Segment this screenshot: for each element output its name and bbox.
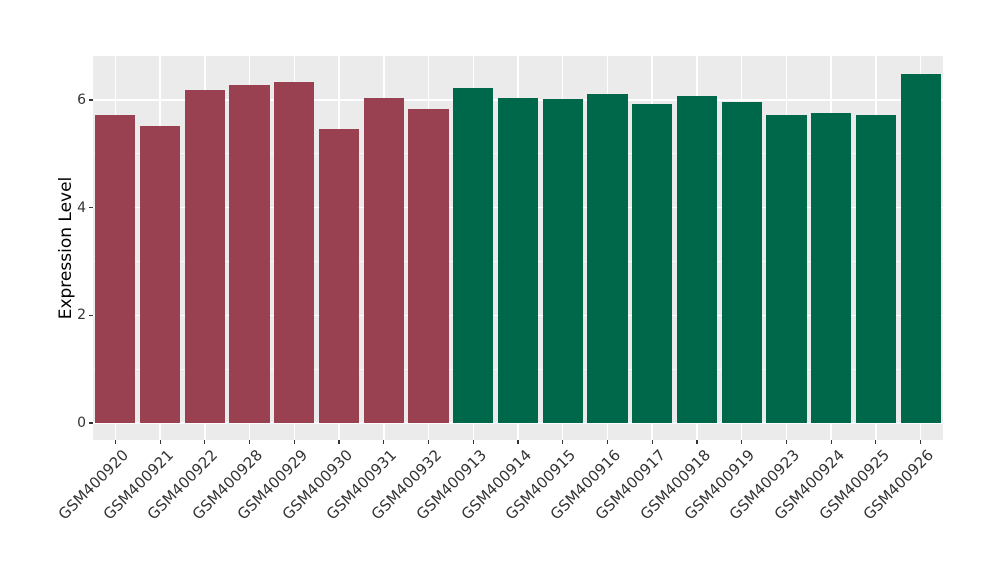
bar-GSM400920 [95, 114, 136, 423]
x-tick-mark [785, 440, 787, 444]
x-tick-mark [696, 440, 698, 444]
x-tick-mark [293, 440, 295, 444]
x-tick-mark [114, 440, 116, 444]
x-tick-mark [338, 440, 340, 444]
x-tick-mark [248, 440, 251, 444]
bar-GSM400922 [184, 89, 225, 423]
bar-GSM400914 [497, 97, 539, 423]
y-tick-label-6: 6 [77, 92, 86, 109]
bar-GSM400924 [811, 113, 852, 423]
y-tick-label-2: 2 [77, 307, 86, 324]
bar-GSM400919 [721, 102, 762, 423]
y-tick-mark [89, 207, 93, 209]
x-tick-mark [204, 440, 206, 444]
plot-panel [93, 56, 943, 440]
bar-GSM400929 [274, 82, 315, 423]
x-tick-mark [651, 440, 653, 444]
bar-GSM400917 [632, 104, 673, 423]
bar-GSM400915 [542, 99, 583, 423]
bar-GSM400916 [587, 94, 628, 423]
x-tick-mark [427, 440, 430, 444]
x-tick-mark [920, 440, 922, 444]
y-tick-mark [89, 422, 93, 424]
bar-GSM400913 [453, 87, 494, 423]
x-tick-mark [383, 440, 385, 444]
y-tick-mark [89, 314, 93, 316]
bar-GSM400918 [676, 96, 718, 423]
x-tick-mark [830, 440, 832, 444]
bar-GSM400926 [900, 73, 941, 423]
bar-GSM400923 [766, 114, 807, 423]
bar-GSM400921 [139, 125, 181, 423]
bar-GSM400931 [363, 98, 404, 423]
bar-GSM400932 [408, 108, 449, 423]
y-tick-label-0: 0 [77, 415, 86, 431]
y-tick-label-4: 4 [77, 199, 86, 216]
x-tick-mark [741, 440, 743, 444]
x-tick-mark [517, 440, 519, 444]
bar-GSM400930 [318, 128, 360, 423]
bar-GSM400928 [229, 84, 270, 423]
x-tick-mark [606, 440, 609, 444]
y-tick-mark [89, 99, 93, 101]
x-tick-mark [159, 440, 161, 444]
x-tick-mark [875, 440, 877, 444]
x-tick-mark [562, 440, 564, 444]
x-tick-mark [472, 440, 474, 444]
bar-GSM400925 [855, 115, 896, 423]
